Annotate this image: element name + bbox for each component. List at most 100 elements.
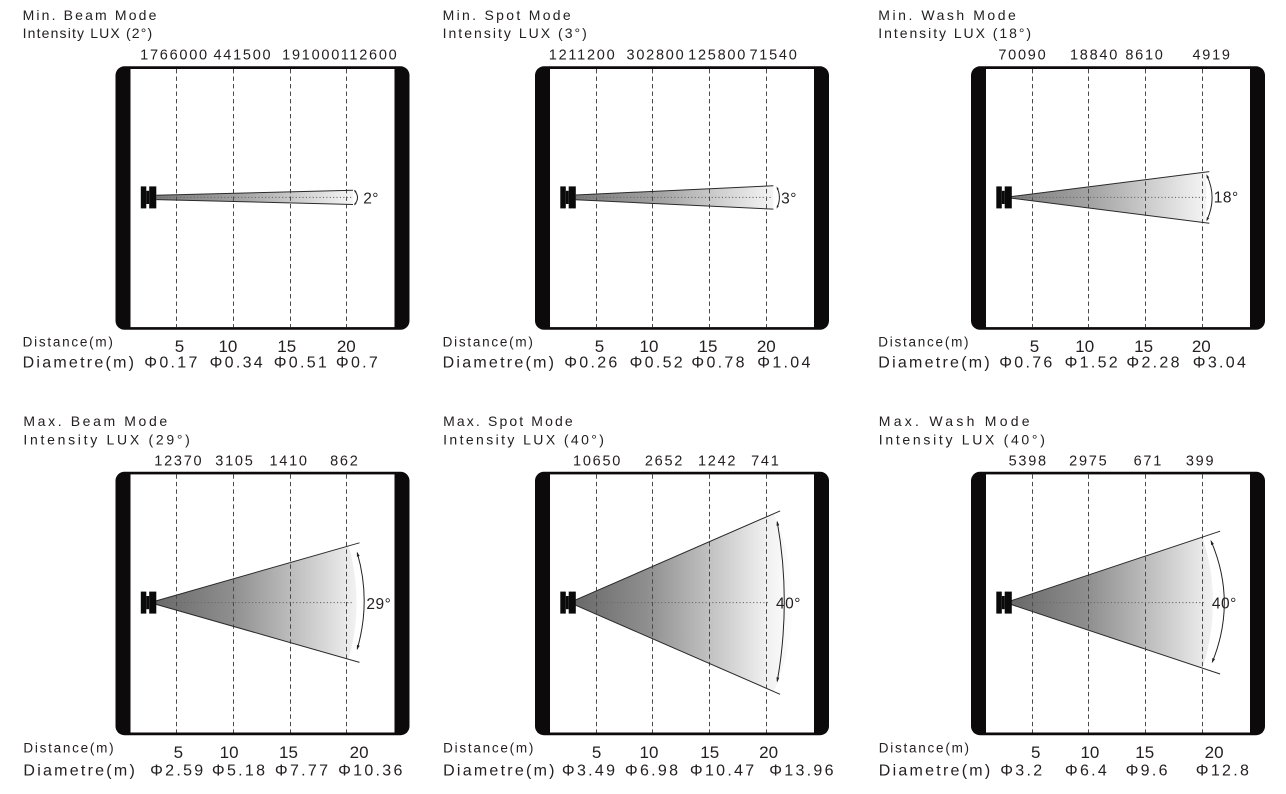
svg-text:1766000: 1766000 bbox=[140, 48, 209, 64]
svg-text:441500: 441500 bbox=[213, 48, 272, 64]
svg-text:18840: 18840 bbox=[1070, 48, 1119, 64]
svg-text:Intensity LUX (18°): Intensity LUX (18°) bbox=[878, 25, 1033, 41]
svg-text:15: 15 bbox=[1135, 743, 1154, 762]
svg-text:399: 399 bbox=[1186, 454, 1215, 470]
svg-text:20: 20 bbox=[757, 337, 776, 356]
svg-text:Intensity LUX (40°): Intensity LUX (40°) bbox=[443, 431, 606, 447]
svg-text:Max. Spot Mode: Max. Spot Mode bbox=[443, 413, 575, 429]
svg-text:Φ3.49: Φ3.49 bbox=[562, 763, 617, 780]
svg-text:Diametre(m): Diametre(m) bbox=[443, 763, 557, 780]
svg-text:8610: 8610 bbox=[1125, 48, 1164, 64]
svg-text:12370: 12370 bbox=[154, 454, 203, 470]
svg-text:Φ0.76: Φ0.76 bbox=[999, 355, 1054, 372]
svg-text:302800: 302800 bbox=[627, 48, 686, 64]
svg-text:Φ5.18: Φ5.18 bbox=[212, 763, 267, 780]
svg-text:Φ0.17: Φ0.17 bbox=[144, 355, 199, 372]
svg-text:5: 5 bbox=[592, 743, 601, 762]
svg-text:20: 20 bbox=[350, 743, 369, 762]
svg-text:20: 20 bbox=[1192, 337, 1211, 356]
svg-text:Intensity LUX (3°): Intensity LUX (3°) bbox=[443, 25, 589, 41]
svg-text:Φ13.96: Φ13.96 bbox=[769, 763, 836, 780]
svg-text:Intensity LUX (29°): Intensity LUX (29°) bbox=[23, 431, 192, 447]
svg-text:10: 10 bbox=[1075, 337, 1094, 356]
svg-text:15: 15 bbox=[1134, 337, 1153, 356]
svg-text:10: 10 bbox=[220, 743, 239, 762]
svg-text:741: 741 bbox=[751, 454, 780, 470]
svg-text:20: 20 bbox=[1205, 743, 1224, 762]
svg-text:Φ0.7: Φ0.7 bbox=[336, 355, 380, 372]
svg-text:1211200: 1211200 bbox=[549, 48, 617, 64]
svg-text:2652: 2652 bbox=[645, 454, 684, 470]
svg-text:Diametre(m): Diametre(m) bbox=[878, 355, 992, 372]
svg-text:Φ6.4: Φ6.4 bbox=[1065, 763, 1109, 780]
svg-text:Φ10.47: Φ10.47 bbox=[690, 763, 757, 780]
svg-text:4919: 4919 bbox=[1192, 48, 1231, 64]
svg-text:15: 15 bbox=[279, 743, 298, 762]
svg-text:1410: 1410 bbox=[269, 454, 308, 470]
svg-text:5: 5 bbox=[1030, 337, 1039, 356]
svg-text:Φ1.04: Φ1.04 bbox=[757, 355, 812, 372]
svg-text:Φ0.78: Φ0.78 bbox=[691, 355, 746, 372]
svg-text:Min. Wash Mode: Min. Wash Mode bbox=[878, 7, 1018, 23]
svg-text:Φ12.8: Φ12.8 bbox=[1196, 763, 1251, 780]
svg-text:29°: 29° bbox=[366, 596, 391, 613]
svg-text:Max. Wash Mode: Max. Wash Mode bbox=[879, 413, 1033, 429]
svg-text:Max. Beam Mode: Max. Beam Mode bbox=[23, 413, 169, 429]
svg-text:3°: 3° bbox=[781, 190, 797, 207]
svg-text:Diametre(m): Diametre(m) bbox=[879, 763, 993, 780]
svg-text:40°: 40° bbox=[776, 596, 801, 613]
svg-text:18°: 18° bbox=[1214, 190, 1239, 207]
svg-text:Distance(m): Distance(m) bbox=[879, 740, 971, 755]
svg-text:Φ9.6: Φ9.6 bbox=[1126, 763, 1170, 780]
svg-text:40°: 40° bbox=[1212, 595, 1237, 612]
svg-text:Φ0.52: Φ0.52 bbox=[630, 355, 685, 372]
svg-text:Φ0.26: Φ0.26 bbox=[564, 355, 619, 372]
svg-text:Φ3.2: Φ3.2 bbox=[1000, 763, 1044, 780]
svg-text:2°: 2° bbox=[363, 190, 379, 207]
svg-text:112600: 112600 bbox=[341, 48, 399, 64]
svg-text:15: 15 bbox=[277, 337, 296, 356]
svg-text:70090: 70090 bbox=[998, 48, 1047, 64]
svg-text:Φ2.59: Φ2.59 bbox=[150, 763, 205, 780]
svg-text:Min. Spot Mode: Min. Spot Mode bbox=[443, 7, 573, 23]
svg-text:Φ0.34: Φ0.34 bbox=[210, 355, 265, 372]
svg-text:Distance(m): Distance(m) bbox=[23, 334, 115, 349]
svg-text:2975: 2975 bbox=[1069, 454, 1108, 470]
svg-text:Φ7.77: Φ7.77 bbox=[275, 763, 330, 780]
svg-text:Intensity LUX (2°): Intensity LUX (2°) bbox=[23, 25, 154, 41]
svg-text:71540: 71540 bbox=[749, 48, 798, 64]
svg-text:862: 862 bbox=[330, 454, 359, 470]
svg-text:Diametre(m): Diametre(m) bbox=[443, 355, 557, 372]
svg-text:Φ2.28: Φ2.28 bbox=[1126, 355, 1181, 372]
svg-text:5398: 5398 bbox=[1009, 454, 1048, 470]
svg-text:10: 10 bbox=[640, 743, 659, 762]
svg-text:10: 10 bbox=[640, 337, 659, 356]
svg-text:5: 5 bbox=[1031, 743, 1040, 762]
svg-text:5: 5 bbox=[175, 337, 184, 356]
svg-text:5: 5 bbox=[174, 743, 183, 762]
svg-text:5: 5 bbox=[595, 337, 604, 356]
svg-text:Intensity LUX (40°): Intensity LUX (40°) bbox=[879, 431, 1048, 447]
svg-text:671: 671 bbox=[1134, 454, 1163, 470]
svg-text:20: 20 bbox=[759, 743, 778, 762]
svg-text:1242: 1242 bbox=[698, 454, 737, 470]
svg-text:Diametre(m): Diametre(m) bbox=[23, 763, 137, 780]
svg-text:10: 10 bbox=[1080, 743, 1099, 762]
svg-text:Min. Beam Mode: Min. Beam Mode bbox=[23, 7, 159, 23]
svg-text:Φ0.51: Φ0.51 bbox=[274, 355, 329, 372]
svg-text:10650: 10650 bbox=[573, 454, 622, 470]
svg-text:Φ10.36: Φ10.36 bbox=[338, 763, 405, 780]
svg-text:Φ6.98: Φ6.98 bbox=[625, 763, 680, 780]
svg-text:Diametre(m): Diametre(m) bbox=[23, 355, 137, 372]
svg-text:191000: 191000 bbox=[282, 48, 341, 64]
svg-text:Distance(m): Distance(m) bbox=[878, 334, 970, 349]
svg-text:15: 15 bbox=[700, 743, 719, 762]
svg-text:10: 10 bbox=[218, 337, 237, 356]
svg-text:15: 15 bbox=[699, 337, 718, 356]
svg-text:3105: 3105 bbox=[215, 454, 254, 470]
svg-text:Distance(m): Distance(m) bbox=[443, 334, 535, 349]
svg-text:Distance(m): Distance(m) bbox=[443, 740, 535, 755]
svg-text:Φ3.04: Φ3.04 bbox=[1193, 355, 1248, 372]
svg-text:20: 20 bbox=[337, 337, 356, 356]
svg-text:Φ1.52: Φ1.52 bbox=[1065, 355, 1120, 372]
